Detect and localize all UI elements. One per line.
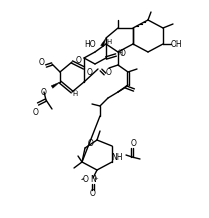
Text: -O: -O: [80, 175, 89, 184]
Text: O: O: [41, 87, 47, 97]
Text: O: O: [131, 140, 137, 148]
Text: -: -: [82, 175, 84, 181]
Text: O: O: [88, 138, 94, 148]
Text: OH: OH: [170, 39, 182, 48]
Text: O: O: [106, 68, 112, 77]
Text: NH: NH: [111, 153, 123, 162]
Text: Ḧ: Ḧ: [117, 50, 123, 56]
Text: N: N: [90, 175, 96, 184]
Text: H: H: [106, 39, 112, 45]
Text: O: O: [39, 58, 45, 66]
Text: O: O: [33, 107, 39, 116]
Text: O: O: [120, 48, 126, 58]
Polygon shape: [101, 38, 106, 47]
Text: Ḧ: Ḧ: [72, 91, 78, 97]
Polygon shape: [51, 82, 60, 88]
Text: HO: HO: [84, 39, 96, 48]
Text: O: O: [87, 68, 93, 77]
Text: +: +: [94, 175, 98, 181]
Text: O: O: [76, 56, 82, 65]
Text: O: O: [90, 189, 96, 199]
